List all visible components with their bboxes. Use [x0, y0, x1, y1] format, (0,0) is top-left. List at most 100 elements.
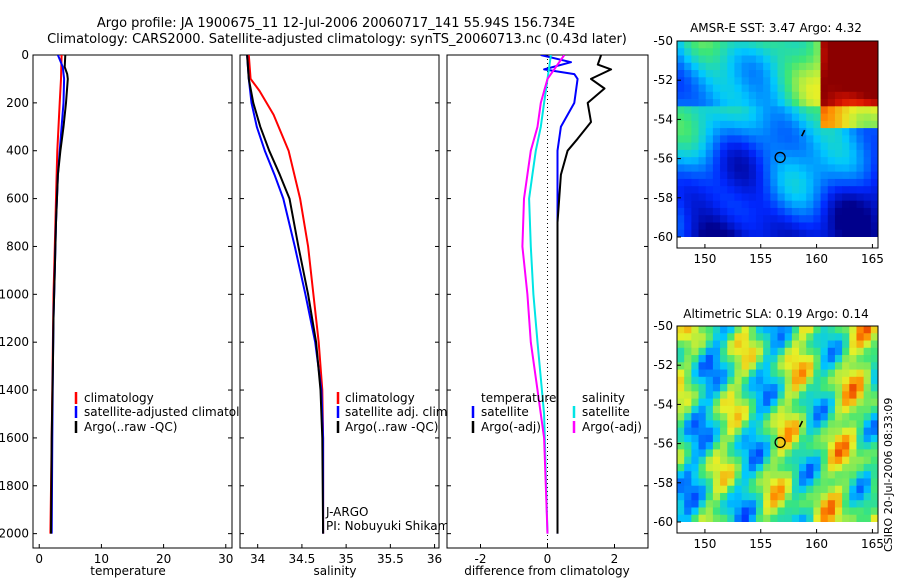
x-tick-label: -2 — [475, 552, 487, 566]
heatmap-cell — [849, 106, 858, 115]
sla-map-axis-ticks: 150 155 160 165-50-52-54-56-58-60 — [653, 319, 883, 551]
heatmap-cell — [748, 48, 757, 57]
heatmap-cell — [727, 326, 736, 334]
heatmap-cell — [856, 449, 865, 458]
heatmap-cell — [755, 442, 764, 451]
heatmap-cell — [741, 391, 750, 400]
heatmap-cell — [834, 222, 843, 231]
heatmap-cell — [863, 420, 872, 429]
heatmap-cell — [748, 463, 757, 472]
heatmap-cell — [727, 142, 736, 151]
heatmap-cell — [727, 478, 736, 487]
heatmap-cell — [705, 514, 714, 522]
heatmap-cell — [870, 485, 878, 494]
heatmap-cell — [712, 207, 721, 216]
heatmap-cell — [870, 171, 878, 180]
heatmap-cell — [791, 186, 800, 195]
heatmap-cell — [677, 434, 685, 443]
heatmap-cell — [791, 55, 800, 64]
heatmap-cell — [849, 164, 858, 173]
heatmap-cell — [677, 369, 685, 378]
heatmap-cell — [870, 135, 878, 144]
heatmap-cell — [755, 41, 764, 49]
y-tick-label: -50 — [653, 34, 673, 48]
heatmap-cell — [763, 135, 771, 144]
sla-heatmap — [677, 326, 878, 522]
heatmap-cell — [741, 113, 750, 122]
heatmap-cell — [813, 106, 822, 115]
heatmap-cell — [741, 500, 750, 509]
heatmap-cell — [784, 222, 793, 231]
heatmap-cell — [684, 333, 692, 342]
heatmap-cell — [712, 456, 721, 465]
heatmap-cell — [684, 135, 692, 144]
heatmap-cell — [698, 333, 707, 342]
heatmap-cell — [799, 113, 807, 122]
heatmap-cell — [748, 55, 757, 64]
heatmap-cell — [763, 369, 771, 378]
heatmap-cell — [727, 178, 736, 187]
heatmap-cell — [791, 106, 800, 115]
heatmap-cell — [741, 355, 750, 363]
heatmap-cell — [777, 207, 786, 216]
heatmap-cell — [856, 347, 865, 356]
heatmap-cell — [705, 405, 714, 414]
heatmap-cell — [720, 362, 728, 371]
heatmap-cell — [770, 128, 779, 136]
heatmap-cell — [777, 500, 786, 509]
heatmap-cell — [870, 120, 878, 129]
heatmap-cell — [727, 355, 736, 363]
heatmap-cell — [705, 326, 714, 334]
heatmap-cell — [777, 507, 786, 516]
heatmap-cell — [820, 41, 829, 49]
heatmap-cell — [791, 62, 800, 71]
heatmap-cell — [691, 84, 700, 93]
heatmap-cell — [691, 178, 700, 187]
heatmap-cell — [677, 471, 685, 480]
heatmap-cell — [741, 326, 750, 334]
heatmap-cell — [842, 186, 850, 195]
heatmap-cell — [791, 70, 800, 78]
heatmap-cell — [870, 48, 878, 57]
heatmap-cell — [684, 434, 692, 443]
heatmap-cell — [727, 391, 736, 400]
heatmap-cell — [770, 485, 779, 494]
legend-label-temp-satellite: satellite — [481, 405, 529, 419]
heatmap-cell — [806, 340, 814, 349]
heatmap-cell — [806, 229, 814, 237]
heatmap-cell — [834, 449, 843, 458]
heatmap-cell — [842, 456, 850, 465]
heatmap-cell — [834, 149, 843, 158]
heatmap-cell — [741, 442, 750, 451]
heatmap-cell — [799, 420, 807, 429]
heatmap-cell — [727, 362, 736, 371]
heatmap-cell — [741, 333, 750, 342]
heatmap-cell — [763, 77, 771, 86]
heatmap-cell — [777, 215, 786, 224]
heatmap-cell — [791, 207, 800, 216]
heatmap-cell — [820, 434, 829, 443]
heatmap-cell — [806, 113, 814, 122]
heatmap-cell — [770, 91, 779, 100]
heatmap-cell — [813, 420, 822, 429]
heatmap-cell — [799, 485, 807, 494]
heatmap-cell — [820, 326, 829, 334]
heatmap-cell — [813, 215, 822, 224]
heatmap-cell — [820, 99, 829, 107]
heatmap-cell — [741, 164, 750, 173]
heatmap-cell — [806, 193, 814, 202]
temperature-series-lines — [49, 55, 69, 534]
heatmap-cell — [755, 340, 764, 349]
heatmap-cell — [720, 77, 728, 86]
heatmap-cell — [806, 514, 814, 522]
heatmap-cell — [698, 128, 707, 136]
heatmap-cell — [827, 347, 836, 356]
heatmap-cell — [755, 478, 764, 487]
heatmap-cell — [863, 178, 872, 187]
heatmap-cell — [770, 62, 779, 71]
legend-label-climatology: climatology — [84, 391, 154, 405]
heatmap-cell — [820, 514, 829, 522]
heatmap-cell — [748, 171, 757, 180]
heatmap-cell — [827, 178, 836, 187]
heatmap-cell — [863, 391, 872, 400]
